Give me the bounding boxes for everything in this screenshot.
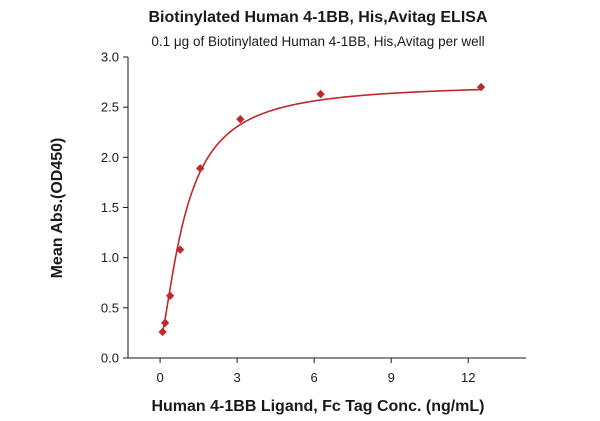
x-axis-ticks: 0 3 6 9 12 (156, 358, 475, 385)
x-tick-label: 0 (156, 370, 163, 385)
y-axis-label: Mean Abs.(OD450) (49, 138, 66, 279)
data-point (160, 318, 170, 328)
y-tick-label: 1.5 (101, 200, 119, 215)
y-tick-label: 2.5 (101, 100, 119, 115)
y-tick-label: 0.5 (101, 300, 119, 315)
x-axis-label: Human 4-1BB Ligand, Fc Tag Conc. (ng/mL) (151, 398, 484, 415)
data-point (236, 115, 245, 124)
x-tick-label: 12 (461, 370, 475, 385)
data-points (158, 82, 486, 337)
data-point (158, 327, 167, 337)
chart-subtitle: 0.1 μg of Biotinylated Human 4-1BB, His,… (151, 34, 484, 49)
x-tick-label: 6 (311, 370, 318, 385)
data-point (476, 82, 486, 92)
y-tick-label: 3.0 (101, 50, 119, 65)
x-tick-label: 9 (388, 370, 395, 385)
y-axis-ticks: 0.0 0.5 1.0 1.5 2.0 2.5 3.0 (101, 50, 128, 366)
chart-title: Biotinylated Human 4-1BB, His,Avitag ELI… (148, 9, 487, 26)
y-tick-label: 0.0 (101, 351, 119, 366)
y-tick-label: 2.0 (101, 150, 119, 165)
data-point (316, 89, 325, 99)
x-tick-label: 3 (234, 370, 241, 385)
data-point (196, 164, 205, 173)
data-point (175, 245, 185, 254)
y-tick-label: 1.0 (101, 250, 119, 265)
data-point (165, 291, 175, 300)
fit-curve (161, 88, 482, 333)
